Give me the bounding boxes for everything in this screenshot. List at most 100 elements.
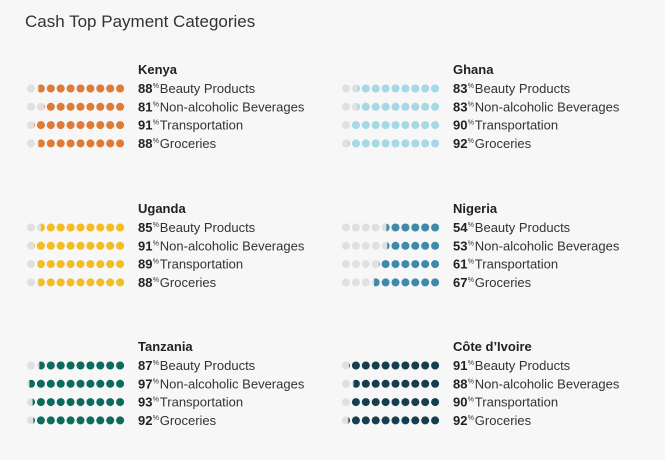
unit-ghana-transportation: % xyxy=(468,120,474,127)
dot-filled-cote-d-ivoire-non-alcoholic-beverages-6 xyxy=(401,379,410,388)
dot-filled-tanzania-transportation-4 xyxy=(66,398,75,407)
dot-filled-uganda-transportation-4 xyxy=(66,260,75,269)
dot-filled-cote-d-ivoire-transportation-6 xyxy=(401,398,410,407)
dot-filled-tanzania-transportation-7 xyxy=(96,398,105,407)
unit-cote-d-ivoire-groceries: % xyxy=(468,415,474,422)
dot-empty-nigeria-beauty-products-2 xyxy=(361,223,370,232)
dot-filled-nigeria-non-alcoholic-beverages-9 xyxy=(431,241,440,250)
unit-kenya-beauty-products: % xyxy=(153,83,159,90)
category-label-nigeria-beauty-products: Beauty Products xyxy=(475,220,571,235)
unit-kenya-transportation: % xyxy=(153,120,159,127)
chart-title: Cash Top Payment Categories xyxy=(25,12,256,31)
dot-filled-cote-d-ivoire-beauty-products-9 xyxy=(431,361,440,370)
dot-filled-tanzania-non-alcoholic-beverages-4 xyxy=(66,379,75,388)
value-kenya-beauty-products: 88 xyxy=(138,81,152,96)
dot-empty-uganda-non-alcoholic-beverages-0 xyxy=(27,241,35,250)
dot-filled-cote-d-ivoire-transportation-7 xyxy=(411,398,420,407)
dot-filled-tanzania-transportation-2 xyxy=(46,398,55,407)
dot-filled-uganda-non-alcoholic-beverages-9 xyxy=(116,241,125,250)
dot-filled-tanzania-beauty-products-6 xyxy=(86,361,95,370)
dot-filled-cote-d-ivoire-groceries-6 xyxy=(401,416,410,425)
dot-empty-nigeria-non-alcoholic-beverages-3 xyxy=(371,241,380,250)
category-label-uganda-transportation: Transportation xyxy=(160,257,243,272)
dot-filled-cote-d-ivoire-non-alcoholic-beverages-3 xyxy=(371,379,380,388)
dot-filled-kenya-transportation-3 xyxy=(56,121,65,130)
dot-filled-ghana-beauty-products-2 xyxy=(361,84,370,93)
unit-cote-d-ivoire-transportation: % xyxy=(468,397,474,404)
dot-filled-tanzania-non-alcoholic-beverages-1 xyxy=(36,379,45,388)
dot-filled-kenya-beauty-products-8 xyxy=(106,84,115,93)
dot-filled-nigeria-transportation-4 xyxy=(381,260,390,269)
country-label-kenya: Kenya xyxy=(138,62,178,77)
dot-filled-kenya-groceries-3 xyxy=(56,139,65,148)
dot-filled-tanzania-groceries-6 xyxy=(86,416,95,425)
dot-partial-cote-d-ivoire-non-alcoholic-beverages-1 xyxy=(353,379,360,388)
dot-filled-uganda-groceries-9 xyxy=(116,278,125,287)
category-label-nigeria-groceries: Groceries xyxy=(475,275,532,290)
dot-filled-kenya-groceries-9 xyxy=(116,139,125,148)
dot-filled-ghana-non-alcoholic-beverages-4 xyxy=(381,102,390,111)
dot-filled-kenya-transportation-5 xyxy=(76,121,85,130)
dot-empty-kenya-groceries-0 xyxy=(27,139,35,148)
dot-partial-tanzania-groceries-0 xyxy=(33,417,35,424)
dot-filled-kenya-non-alcoholic-beverages-8 xyxy=(106,102,115,111)
dot-partial-ghana-groceries-0 xyxy=(348,140,350,147)
dot-filled-kenya-transportation-2 xyxy=(46,121,55,130)
dot-filled-tanzania-beauty-products-9 xyxy=(116,361,125,370)
dot-filled-ghana-transportation-4 xyxy=(381,121,390,130)
value-uganda-transportation: 89 xyxy=(138,257,152,272)
dot-filled-ghana-groceries-8 xyxy=(421,139,430,148)
value-ghana-groceries: 92 xyxy=(453,136,467,151)
country-label-uganda: Uganda xyxy=(138,201,186,216)
dot-filled-tanzania-transportation-9 xyxy=(116,398,125,407)
dot-filled-uganda-groceries-2 xyxy=(46,278,55,287)
unit-uganda-non-alcoholic-beverages: % xyxy=(153,240,159,247)
dot-filled-tanzania-transportation-3 xyxy=(56,398,65,407)
dot-partial-ghana-non-alcoholic-beverages-1 xyxy=(357,103,360,111)
dot-filled-ghana-non-alcoholic-beverages-8 xyxy=(421,102,430,111)
dot-filled-uganda-transportation-2 xyxy=(46,260,55,269)
dot-partial-uganda-beauty-products-1 xyxy=(40,223,45,232)
dot-filled-uganda-beauty-products-4 xyxy=(66,223,75,232)
value-nigeria-groceries: 67 xyxy=(453,275,467,290)
dot-empty-uganda-beauty-products-0 xyxy=(27,223,35,232)
unit-nigeria-transportation: % xyxy=(468,259,474,266)
dot-filled-uganda-beauty-products-7 xyxy=(96,223,105,232)
unit-cote-d-ivoire-beauty-products: % xyxy=(468,360,474,367)
dot-filled-ghana-beauty-products-5 xyxy=(391,84,400,93)
dot-filled-ghana-beauty-products-4 xyxy=(381,84,390,93)
dot-filled-tanzania-non-alcoholic-beverages-5 xyxy=(76,379,85,388)
dot-filled-cote-d-ivoire-non-alcoholic-beverages-9 xyxy=(431,379,440,388)
dot-filled-tanzania-transportation-5 xyxy=(76,398,85,407)
dot-empty-tanzania-groceries-0 xyxy=(27,416,35,425)
dot-empty-tanzania-beauty-products-0 xyxy=(27,361,35,370)
value-nigeria-beauty-products: 54 xyxy=(453,220,468,235)
unit-tanzania-non-alcoholic-beverages: % xyxy=(153,378,159,385)
unit-tanzania-groceries: % xyxy=(153,415,159,422)
dot-filled-ghana-beauty-products-3 xyxy=(371,84,380,93)
dot-empty-kenya-non-alcoholic-beverages-1 xyxy=(36,102,45,111)
dot-filled-kenya-beauty-products-5 xyxy=(76,84,85,93)
dot-filled-nigeria-groceries-8 xyxy=(421,278,430,287)
dot-empty-cote-d-ivoire-non-alcoholic-beverages-0 xyxy=(342,379,350,388)
dot-filled-kenya-beauty-products-3 xyxy=(56,84,65,93)
dot-empty-nigeria-groceries-0 xyxy=(342,278,350,287)
value-tanzania-beauty-products: 87 xyxy=(138,358,152,373)
dot-filled-kenya-groceries-4 xyxy=(66,139,75,148)
dot-empty-nigeria-transportation-1 xyxy=(351,260,360,269)
dot-filled-cote-d-ivoire-groceries-4 xyxy=(381,416,390,425)
dot-filled-uganda-groceries-5 xyxy=(76,278,85,287)
dot-filled-cote-d-ivoire-non-alcoholic-beverages-4 xyxy=(381,379,390,388)
dot-filled-uganda-transportation-3 xyxy=(56,260,65,269)
dot-partial-nigeria-beauty-products-4 xyxy=(386,223,390,232)
category-label-kenya-non-alcoholic-beverages: Non-alcoholic Beverages xyxy=(160,99,305,114)
dot-filled-kenya-non-alcoholic-beverages-5 xyxy=(76,102,85,111)
dot-filled-ghana-groceries-4 xyxy=(381,139,390,148)
dot-filled-ghana-transportation-1 xyxy=(351,121,360,130)
dot-empty-nigeria-non-alcoholic-beverages-2 xyxy=(361,241,370,250)
dot-filled-tanzania-beauty-products-8 xyxy=(106,361,115,370)
category-label-ghana-groceries: Groceries xyxy=(475,136,532,151)
value-tanzania-non-alcoholic-beverages: 97 xyxy=(138,376,152,391)
value-ghana-transportation: 90 xyxy=(453,118,467,133)
